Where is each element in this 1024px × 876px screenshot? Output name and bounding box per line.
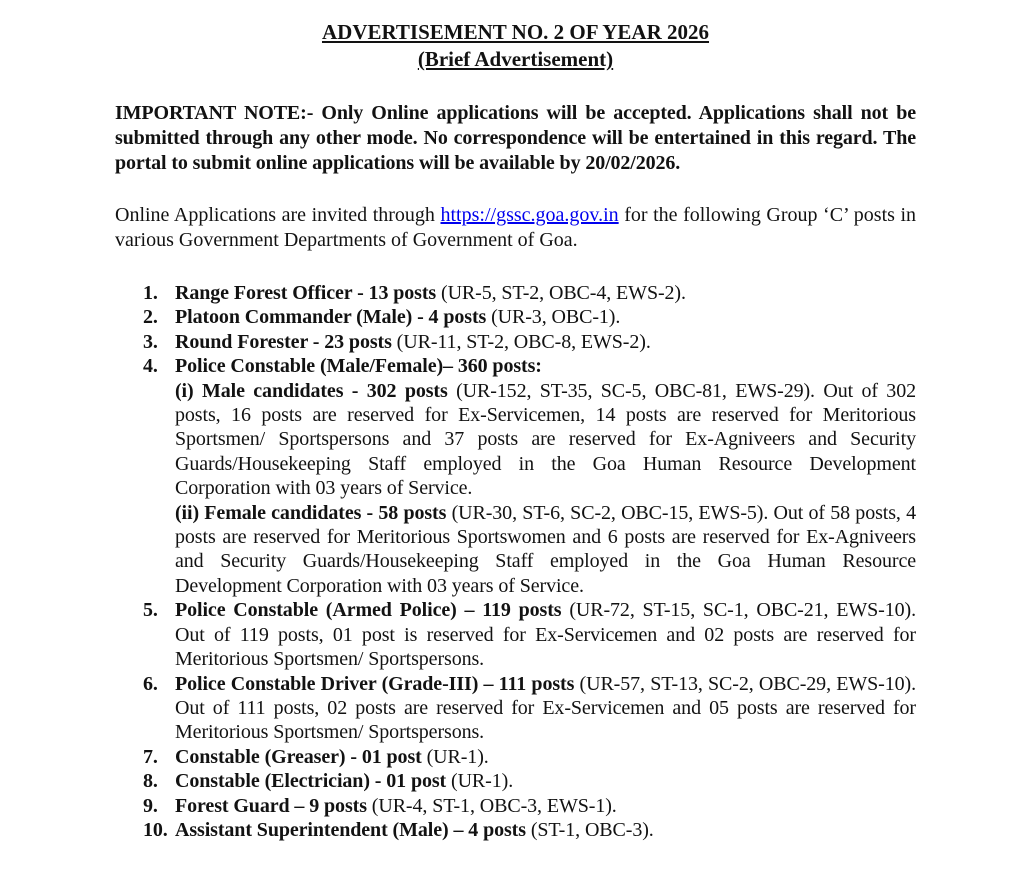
post-title: Constable (Electrician) - 01 post — [175, 770, 447, 793]
intro-text-before-link: Online Applications are invited through — [115, 204, 435, 226]
title-block: ADVERTISEMENT NO. 2 OF YEAR 2026 (Brief … — [115, 19, 916, 73]
post-number: 7. — [143, 745, 158, 768]
post-item-10: 10. Assistant Superintendent (Male) – 4 p… — [115, 818, 916, 842]
post-number: 9. — [143, 794, 158, 817]
post-detail: (UR-57, ST-13, SC-2, OBC-29, EWS-10). Ou… — [175, 672, 916, 744]
post-number: 5. — [143, 599, 158, 622]
post-title: Range Forest Officer - 13 posts — [175, 282, 437, 304]
post-title: Constable (Greaser) - 01 post — [175, 745, 422, 768]
post-title: Forest Guard – 9 posts — [175, 794, 367, 817]
post-detail: (UR-5, ST-2, OBC-4, EWS-2). — [436, 282, 686, 304]
post-number: 1. — [143, 282, 158, 304]
post-item-5: 5. Police Constable (Armed Police) – 119 … — [115, 598, 916, 671]
post-detail: (UR-1). — [421, 745, 489, 768]
post-item-9: 9. Forest Guard – 9 posts (UR-4, ST-1, OB… — [115, 794, 916, 818]
post-number: 6. — [143, 672, 158, 695]
post-number: 3. — [143, 330, 158, 353]
advertisement-title: ADVERTISEMENT NO. 2 OF YEAR 2026 — [321, 20, 710, 44]
post-title: Police Constable (Male/Female)– 360 post… — [175, 355, 542, 378]
post-item-1: 1. Range Forest Officer - 13 posts (UR-5,… — [115, 281, 916, 305]
post-4-sub-item-female: (ii) Female candidates - 58 posts (UR-30… — [175, 501, 916, 599]
sub-item-detail: (UR-152, ST-35, SC-5, OBC-81, EWS-29). O… — [175, 379, 916, 500]
post-detail: (UR-3, OBC-1). — [486, 306, 621, 329]
post-item-6: 6. Police Constable Driver (Grade-III) – … — [115, 672, 916, 745]
post-item-4: 4. Police Constable (Male/Female)– 360 po… — [115, 354, 916, 598]
posts-list: 1. Range Forest Officer - 13 posts (UR-5,… — [115, 281, 916, 842]
sub-item-label: (ii) Female candidates - 58 posts — [175, 501, 447, 524]
intro-text-after-link: for the following Group ‘C’ posts in var… — [115, 204, 917, 251]
advertisement-title-line: ADVERTISEMENT NO. 2 OF YEAR 2026 — [115, 19, 916, 46]
post-detail: (UR-1). — [446, 770, 514, 793]
post-number: 8. — [143, 770, 158, 793]
sub-item-detail: (UR-30, ST-6, SC-2, OBC-15, EWS-5). Out … — [175, 501, 916, 597]
post-detail: (UR-11, ST-2, OBC-8, EWS-2). — [391, 330, 651, 353]
post-item-8: 8. Constable (Electrician) - 01 post (UR-… — [115, 769, 916, 793]
post-detail: (UR-4, ST-1, OBC-3, EWS-1). — [366, 794, 617, 817]
important-note: IMPORTANT NOTE:- Only Online application… — [115, 102, 916, 174]
post-title: Assistant Superintendent (Male) – 4 post… — [175, 818, 526, 841]
post-number: 4. — [143, 355, 158, 378]
post-number: 10. — [143, 818, 168, 841]
post-title: Police Constable Driver (Grade-III) – 11… — [175, 672, 575, 695]
sub-item-label: (i) Male candidates - 302 posts — [175, 379, 448, 402]
post-title: Police Constable (Armed Police) – 119 po… — [175, 599, 562, 622]
advertisement-subtitle-line: (Brief Advertisement) — [115, 46, 916, 73]
post-title: Round Forester - 23 posts — [175, 330, 392, 353]
post-title: Platoon Commander (Male) - 4 posts — [175, 306, 487, 329]
post-detail: (ST-1, OBC-3). — [525, 818, 654, 841]
portal-link[interactable]: https://gssc.goa.gov.in — [440, 204, 619, 226]
advertisement-subtitle: (Brief Advertisement) — [417, 47, 614, 71]
post-item-7: 7. Constable (Greaser) - 01 post (UR-1). — [115, 745, 916, 769]
post-item-3: 3. Round Forester - 23 posts (UR-11, ST-2… — [115, 330, 916, 354]
post-detail: (UR-72, ST-15, SC-1, OBC-21, EWS-10). Ou… — [175, 599, 916, 671]
intro-paragraph: Online Applications are invited through … — [115, 203, 916, 253]
post-item-2: 2. Platoon Commander (Male) - 4 posts (UR… — [115, 305, 916, 329]
post-4-sub-item-male: (i) Male candidates - 302 posts (UR-152,… — [175, 379, 916, 501]
post-number: 2. — [143, 306, 158, 329]
